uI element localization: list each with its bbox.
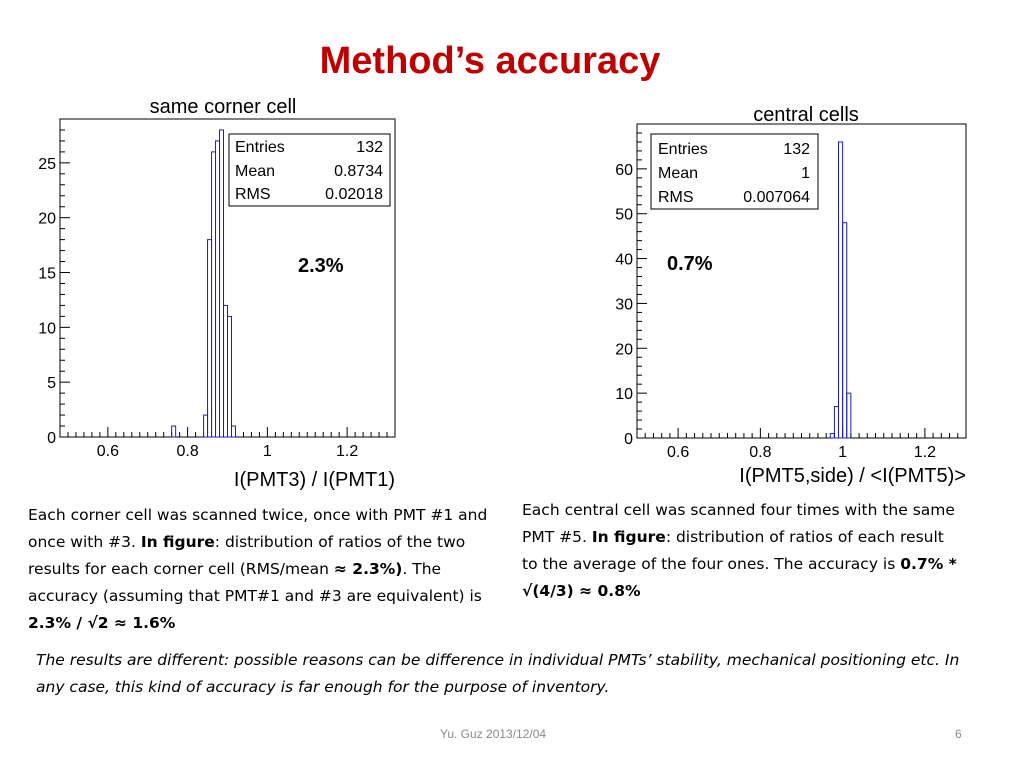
text: Each central cell was scanned four times…: [522, 501, 955, 546]
histogram-bin: [211, 151, 217, 438]
histogram-bin: [230, 425, 236, 438]
stats-box: [228, 133, 391, 207]
histogram-bin: [203, 414, 209, 438]
stats-value-rms: 0.02018: [325, 186, 383, 203]
histogram-bin: [219, 129, 225, 438]
bold-text: 0.7% * √(4/3) ≈ 0.8%: [522, 555, 957, 600]
x-axis-label: I(PMT3) / I(PMT1): [234, 469, 395, 491]
y-tick-label: 50: [615, 207, 633, 224]
central-cell-description: Each central cell was scanned four times…: [522, 497, 962, 605]
text: Each corner cell was scanned twice, once…: [28, 506, 488, 551]
conclusion-text: The results are different: possible reas…: [36, 651, 960, 696]
histogram-bin: [838, 141, 844, 439]
corner-cell-description: Each corner cell was scanned twice, once…: [28, 502, 506, 637]
bold-text: 2.3% / √2 ≈ 1.6%: [28, 614, 176, 632]
y-tick-label: 5: [47, 375, 56, 392]
stats-value-rms: 0.007064: [743, 189, 810, 206]
x-axis-label: I(PMT5,side) / <I(PMT5)>: [739, 465, 966, 487]
x-tick-label: 0.6: [97, 443, 119, 460]
x-tick-label: 1: [838, 444, 847, 461]
chart-title: same corner cell: [150, 96, 297, 118]
histogram-bin: [207, 239, 213, 438]
x-tick-label: 1: [263, 443, 272, 460]
histogram-bin: [171, 425, 177, 438]
histogram-bin: [215, 140, 221, 438]
stats-label-mean: Mean: [235, 163, 275, 180]
y-tick-label: 15: [38, 266, 56, 283]
page-number: 6: [955, 727, 962, 741]
stats-label-mean: Mean: [658, 165, 698, 182]
x-tick-label: 0.8: [749, 444, 771, 461]
stats-label-rms: RMS: [235, 186, 271, 203]
stats-value-entries: 132: [356, 139, 383, 156]
stats-box: [650, 133, 819, 210]
y-tick-label: 10: [38, 320, 56, 337]
x-tick-label: 0.6: [667, 444, 689, 461]
histogram-bin: [846, 392, 852, 439]
bold-text: In figure: [140, 533, 215, 551]
bold-text: ≈ 2.3%): [333, 560, 403, 578]
bold-text: In figure: [591, 528, 666, 546]
chart-title: central cells: [753, 104, 859, 126]
histogram-bin: [829, 433, 835, 439]
histogram-chart-central: central cells 0.6 0.8 1 1.2 0 10 20 30 40 50 60 E…: [615, 104, 967, 487]
y-tick-label: 10: [615, 386, 633, 403]
stats-value-mean: 1: [801, 165, 810, 182]
y-tick-label: 40: [615, 252, 633, 269]
histogram-bin: [833, 406, 840, 439]
histogram-bin: [842, 222, 848, 439]
text: : distribution of ratios of each result …: [522, 528, 944, 573]
chart-annotation: 0.7%: [667, 253, 713, 275]
y-tick-label: 25: [38, 156, 56, 173]
y-tick-label: 0: [47, 430, 56, 447]
x-tick-label: 0.8: [176, 443, 198, 460]
y-tick-label: 60: [615, 162, 633, 179]
histogram-bin: [223, 304, 228, 438]
stats-label-entries: Entries: [235, 139, 285, 156]
stats-value-mean: 0.8734: [334, 163, 383, 180]
y-tick-label: 20: [615, 341, 633, 358]
y-tick-label: 20: [38, 211, 56, 228]
slide-title: Method’s accuracy: [319, 40, 661, 82]
stats-label-rms: RMS: [658, 189, 694, 206]
y-tick-label: 0: [624, 431, 633, 448]
chart-annotation: 2.3%: [298, 255, 344, 277]
histogram-chart-corner: same corner cell 0.6 0.8 1 1.2 0 5 10 15 20 25 E…: [38, 96, 396, 491]
x-tick-label: 1.2: [336, 443, 358, 460]
text: : distribution of ratios of the two resu…: [28, 533, 466, 578]
histogram-bin: [227, 315, 232, 438]
y-tick-label: 30: [615, 296, 633, 313]
stats-label-entries: Entries: [658, 141, 708, 158]
stats-value-entries: 132: [783, 141, 810, 158]
text: . The accuracy (assuming that PMT#1 and …: [28, 560, 482, 605]
x-tick-label: 1.2: [914, 444, 936, 461]
footer-author: Yu. Guz 2013/12/04: [440, 727, 547, 741]
